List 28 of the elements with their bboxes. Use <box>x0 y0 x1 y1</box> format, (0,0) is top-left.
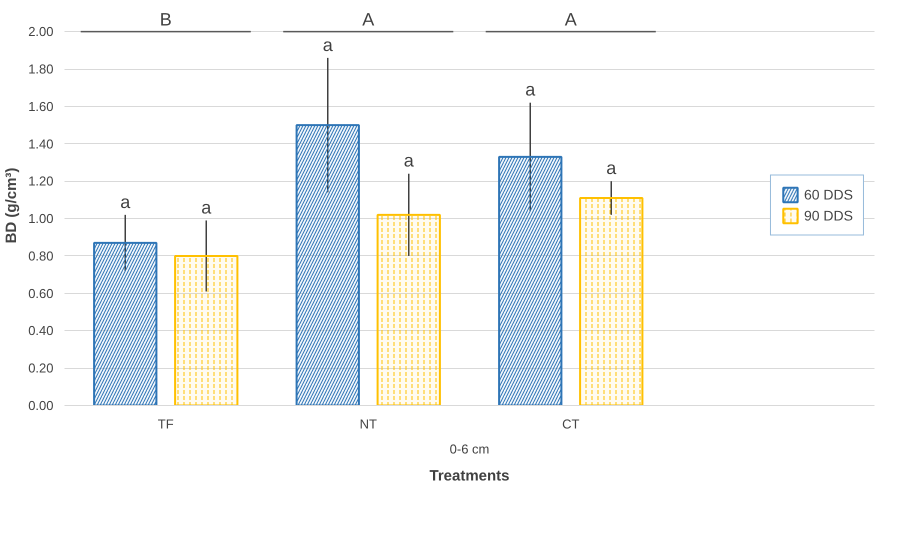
text: B <box>160 10 172 30</box>
y-tick-label: 1.60 <box>28 98 54 114</box>
text: A <box>564 10 577 30</box>
text: 0-6 cm <box>450 442 490 456</box>
x-tick-label: TF <box>158 416 174 432</box>
y-tick-label: 1.80 <box>28 62 54 77</box>
y-axis-title: BD (g/cm³) <box>3 168 20 244</box>
annotation: a <box>525 80 536 100</box>
legend-label: 60 DDS <box>804 186 853 202</box>
annotation: a <box>606 158 618 178</box>
y-tick-label: 0.40 <box>28 323 54 338</box>
y-tick-label: 2.00 <box>28 24 54 40</box>
x-tick-label: NT <box>360 416 377 432</box>
annotation: a <box>201 197 212 218</box>
y-tick-label: 1.40 <box>28 136 54 152</box>
y-tick-label: 1.00 <box>28 211 54 226</box>
annotation: a <box>322 34 334 55</box>
text: A <box>362 10 374 30</box>
y-tick-label: 0.60 <box>28 286 54 301</box>
x-tick-label: CT <box>562 416 580 432</box>
y-tick-label: 0.80 <box>28 248 54 264</box>
annotation: a <box>120 192 132 212</box>
legend-label: 90 DDS <box>804 208 853 224</box>
y-tick-label: 0.00 <box>28 398 54 413</box>
x-axis-title: Treatments <box>429 468 510 484</box>
y-tick-label: 1.20 <box>28 174 54 189</box>
annotation: a <box>404 150 415 171</box>
y-tick-label: 0.20 <box>28 360 54 376</box>
